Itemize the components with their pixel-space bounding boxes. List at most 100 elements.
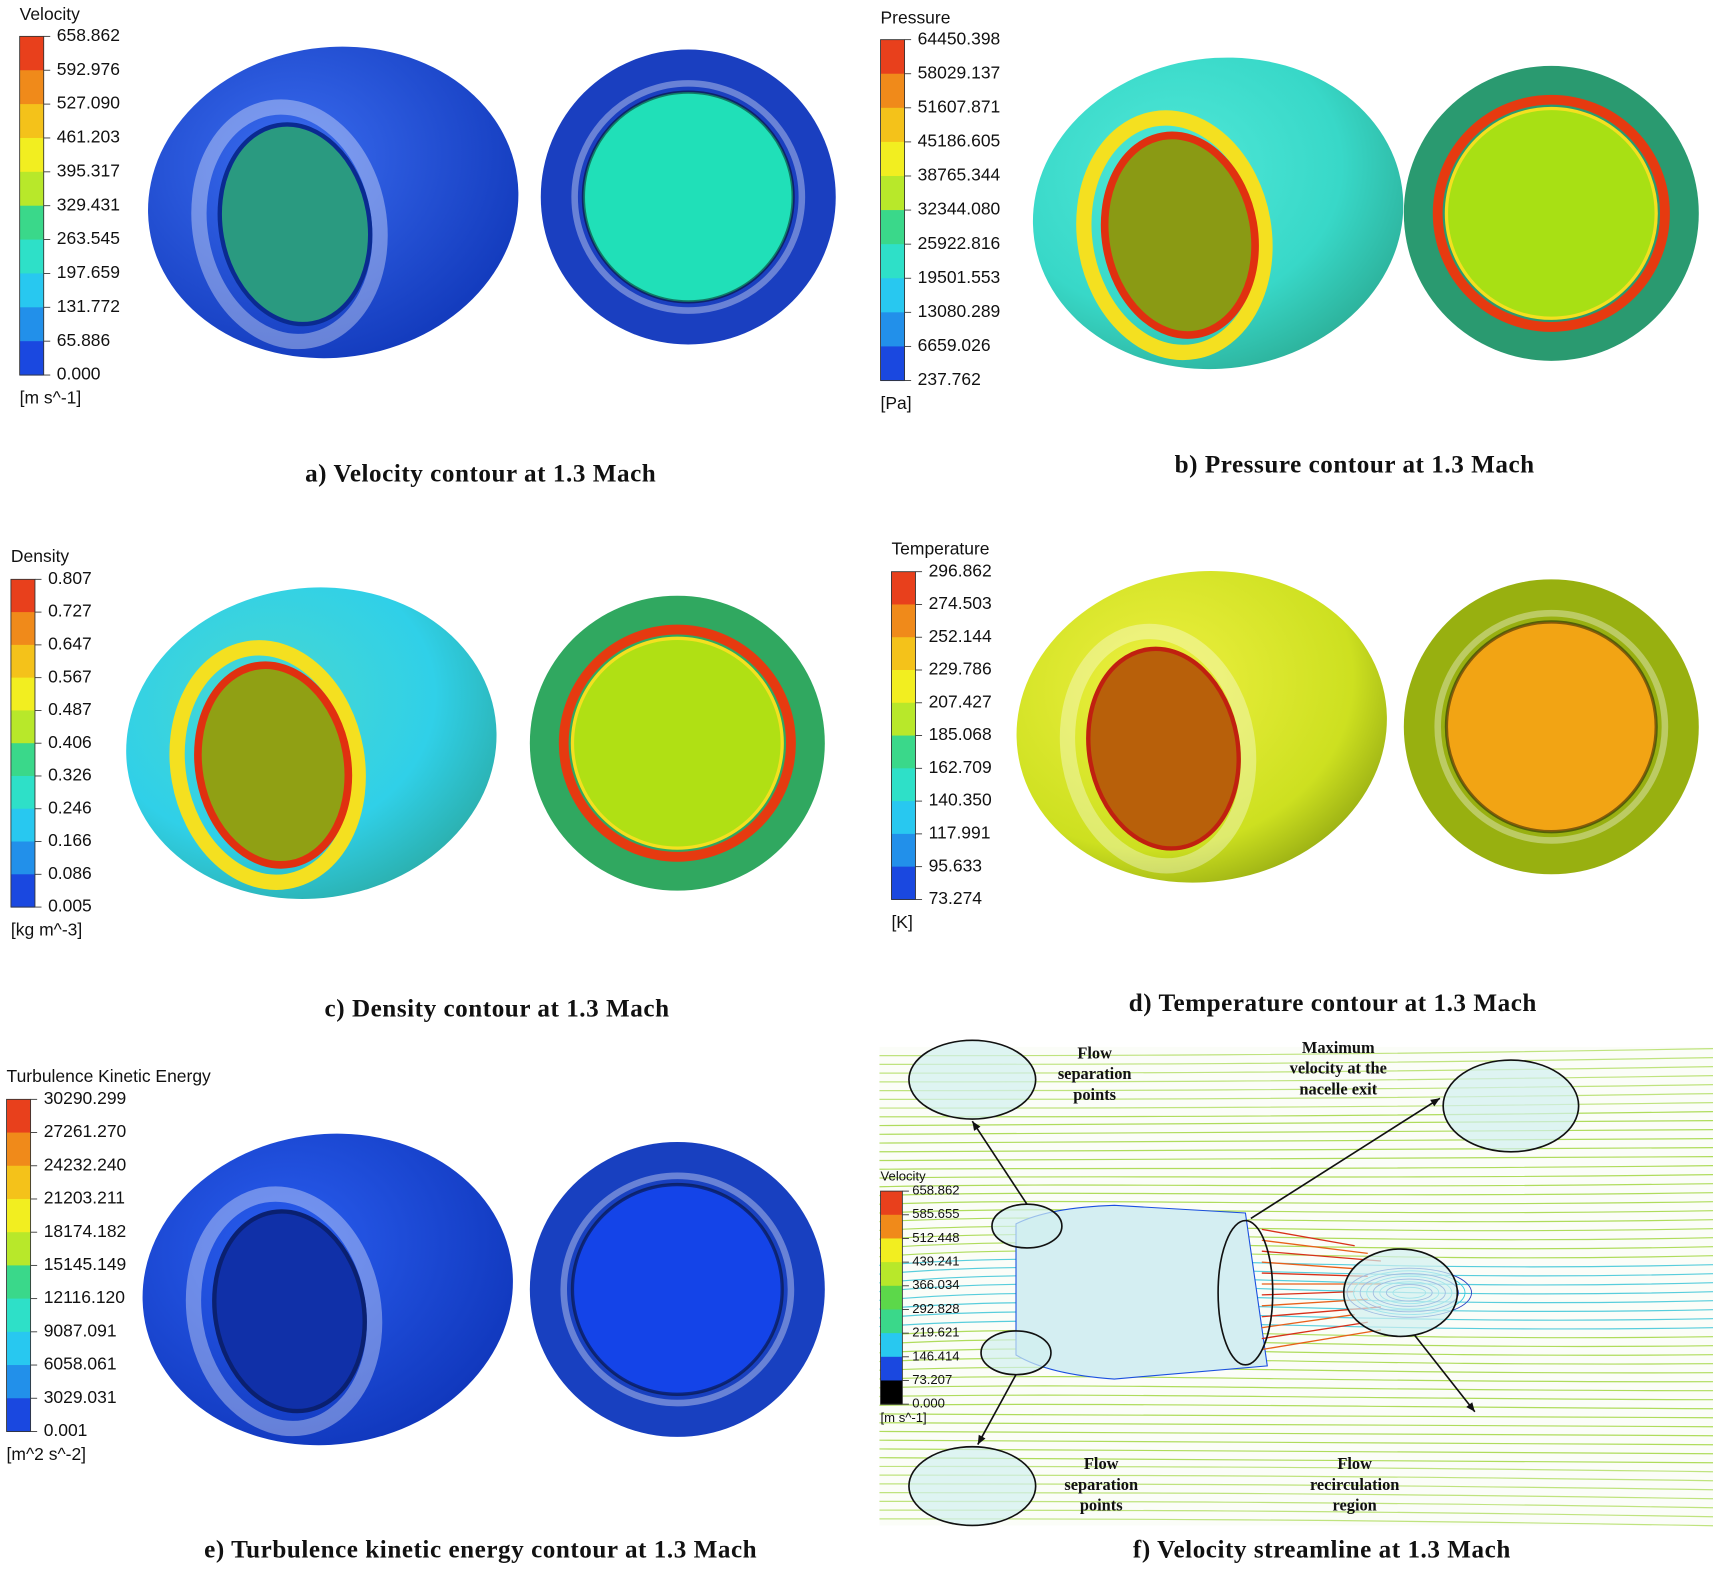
colorbar-label: 18174.182 xyxy=(44,1221,127,1241)
colorbar-band xyxy=(891,801,916,835)
arrow-head xyxy=(972,1121,981,1131)
colorbar-label: 0.406 xyxy=(48,732,92,752)
colorbar-label: 252.144 xyxy=(929,626,992,646)
colorbar-label: 237.762 xyxy=(918,369,981,389)
colorbar-label: 73.207 xyxy=(912,1372,952,1387)
colorbar-band xyxy=(891,735,916,769)
callout-arrow xyxy=(1250,1097,1441,1220)
colorbar-band xyxy=(19,137,44,173)
colorbar-band xyxy=(891,604,916,638)
colorbar-label: 0.001 xyxy=(44,1420,88,1440)
colorbar-label: 32344.080 xyxy=(918,199,1001,219)
colorbar-label: 95.633 xyxy=(929,855,982,875)
colorbar-band xyxy=(891,571,916,606)
colorbar-band xyxy=(19,273,44,308)
colorbar-band xyxy=(10,677,35,711)
colorbar-band xyxy=(880,73,905,109)
callout-circle xyxy=(991,1203,1063,1249)
exit-streak xyxy=(1261,1290,1355,1296)
colorbar-band xyxy=(10,874,35,908)
nacelle-inlet xyxy=(1086,646,1241,851)
colorbar-band xyxy=(880,141,905,177)
colorbar-label: 0.326 xyxy=(48,765,92,785)
colorbar-label: 197.659 xyxy=(57,262,120,282)
colorbar-band xyxy=(10,775,35,810)
caption: a) Velocity contour at 1.3 Mach xyxy=(305,460,656,487)
colorbar-label: 117.991 xyxy=(929,822,991,842)
colorbar-band xyxy=(880,107,905,143)
colorbar-label: 131.772 xyxy=(57,296,120,316)
colorbar-band xyxy=(19,341,44,376)
annotation: points xyxy=(1080,1496,1123,1515)
colorbar-band xyxy=(6,1132,31,1167)
colorbar-label: 64450.398 xyxy=(918,28,1001,48)
colorbar-label: 65.886 xyxy=(57,330,110,350)
legend-title: Velocity xyxy=(881,1168,927,1183)
streamline xyxy=(879,1376,1713,1383)
exit-streak xyxy=(1261,1329,1381,1351)
colorbar-band xyxy=(19,36,44,71)
streamline xyxy=(879,1192,1713,1197)
colorbar-label: 19501.553 xyxy=(918,267,1001,287)
colorbar-label: 38765.344 xyxy=(918,165,1001,185)
colorbar-label: 296.862 xyxy=(929,560,992,580)
colorbar-label: 0.487 xyxy=(48,699,92,719)
colorbar-band xyxy=(6,1398,31,1433)
colorbar-label: 0.807 xyxy=(48,568,92,588)
colorbar-band xyxy=(6,1099,31,1134)
colorbar-label: 439.241 xyxy=(912,1254,959,1269)
colorbar-label: 3029.031 xyxy=(44,1387,117,1407)
colorbar-band xyxy=(10,644,35,679)
colorbar-band xyxy=(6,1265,31,1300)
colorbar-label: 162.709 xyxy=(929,757,992,777)
colorbar-label: 45186.605 xyxy=(918,131,1001,151)
colorbar-band xyxy=(880,1214,903,1240)
colorbar-band xyxy=(880,1191,903,1216)
nacelle-front-face xyxy=(581,90,795,304)
annotation: Flow xyxy=(1084,1454,1119,1473)
colorbar-label: 0.647 xyxy=(48,633,92,653)
colorbar-label: 0.246 xyxy=(48,797,92,817)
exit-streak xyxy=(1261,1261,1355,1270)
colorbar-band xyxy=(880,346,905,382)
legend-unit: [Pa] xyxy=(881,393,912,413)
exit-streak xyxy=(1261,1228,1355,1247)
colorbar-label: 592.976 xyxy=(57,59,120,79)
streamline xyxy=(879,1200,1713,1205)
legend-unit: [m^2 s^-2] xyxy=(7,1444,87,1464)
annotation: nacelle exit xyxy=(1299,1079,1377,1098)
colorbar-label: 274.503 xyxy=(929,593,992,613)
colorbar-label: 12116.120 xyxy=(44,1287,126,1307)
colorbar-label: 140.350 xyxy=(929,790,992,810)
legend-unit: [K] xyxy=(891,912,912,932)
colorbar-band xyxy=(10,710,35,744)
colorbar-label: 366.034 xyxy=(912,1277,959,1292)
colorbar-band xyxy=(880,1262,903,1287)
arrow-head xyxy=(1466,1402,1475,1412)
nacelle-front-ring xyxy=(1432,94,1670,332)
colorbar-label: 0.005 xyxy=(48,896,92,916)
streamline xyxy=(879,1209,1713,1214)
colorbar-label: 292.828 xyxy=(912,1301,959,1316)
arrow-head xyxy=(977,1434,986,1445)
annotation: separation xyxy=(1064,1475,1138,1494)
colorbar-label: 58029.137 xyxy=(918,62,1001,82)
colorbar-label: 658.862 xyxy=(57,25,120,45)
exit-streak xyxy=(1261,1250,1381,1262)
caption: d) Temperature contour at 1.3 Mach xyxy=(1129,990,1537,1017)
annotation: separation xyxy=(1058,1064,1132,1083)
annotation: Flow xyxy=(1337,1454,1372,1473)
colorbar-band xyxy=(6,1331,31,1366)
nacelle-front-face xyxy=(570,1182,784,1396)
nacelle-front-ring xyxy=(558,624,796,862)
colorbar-label: 658.862 xyxy=(912,1183,959,1198)
nacelle-front-ring xyxy=(560,1172,795,1407)
colorbar-label: 51607.871 xyxy=(918,96,1001,116)
colorbar-band xyxy=(891,637,916,671)
callout-arrow xyxy=(1414,1334,1476,1413)
colorbar-band xyxy=(880,210,905,245)
legend-title: Density xyxy=(11,546,70,566)
annotation: Maximum xyxy=(1302,1038,1375,1057)
